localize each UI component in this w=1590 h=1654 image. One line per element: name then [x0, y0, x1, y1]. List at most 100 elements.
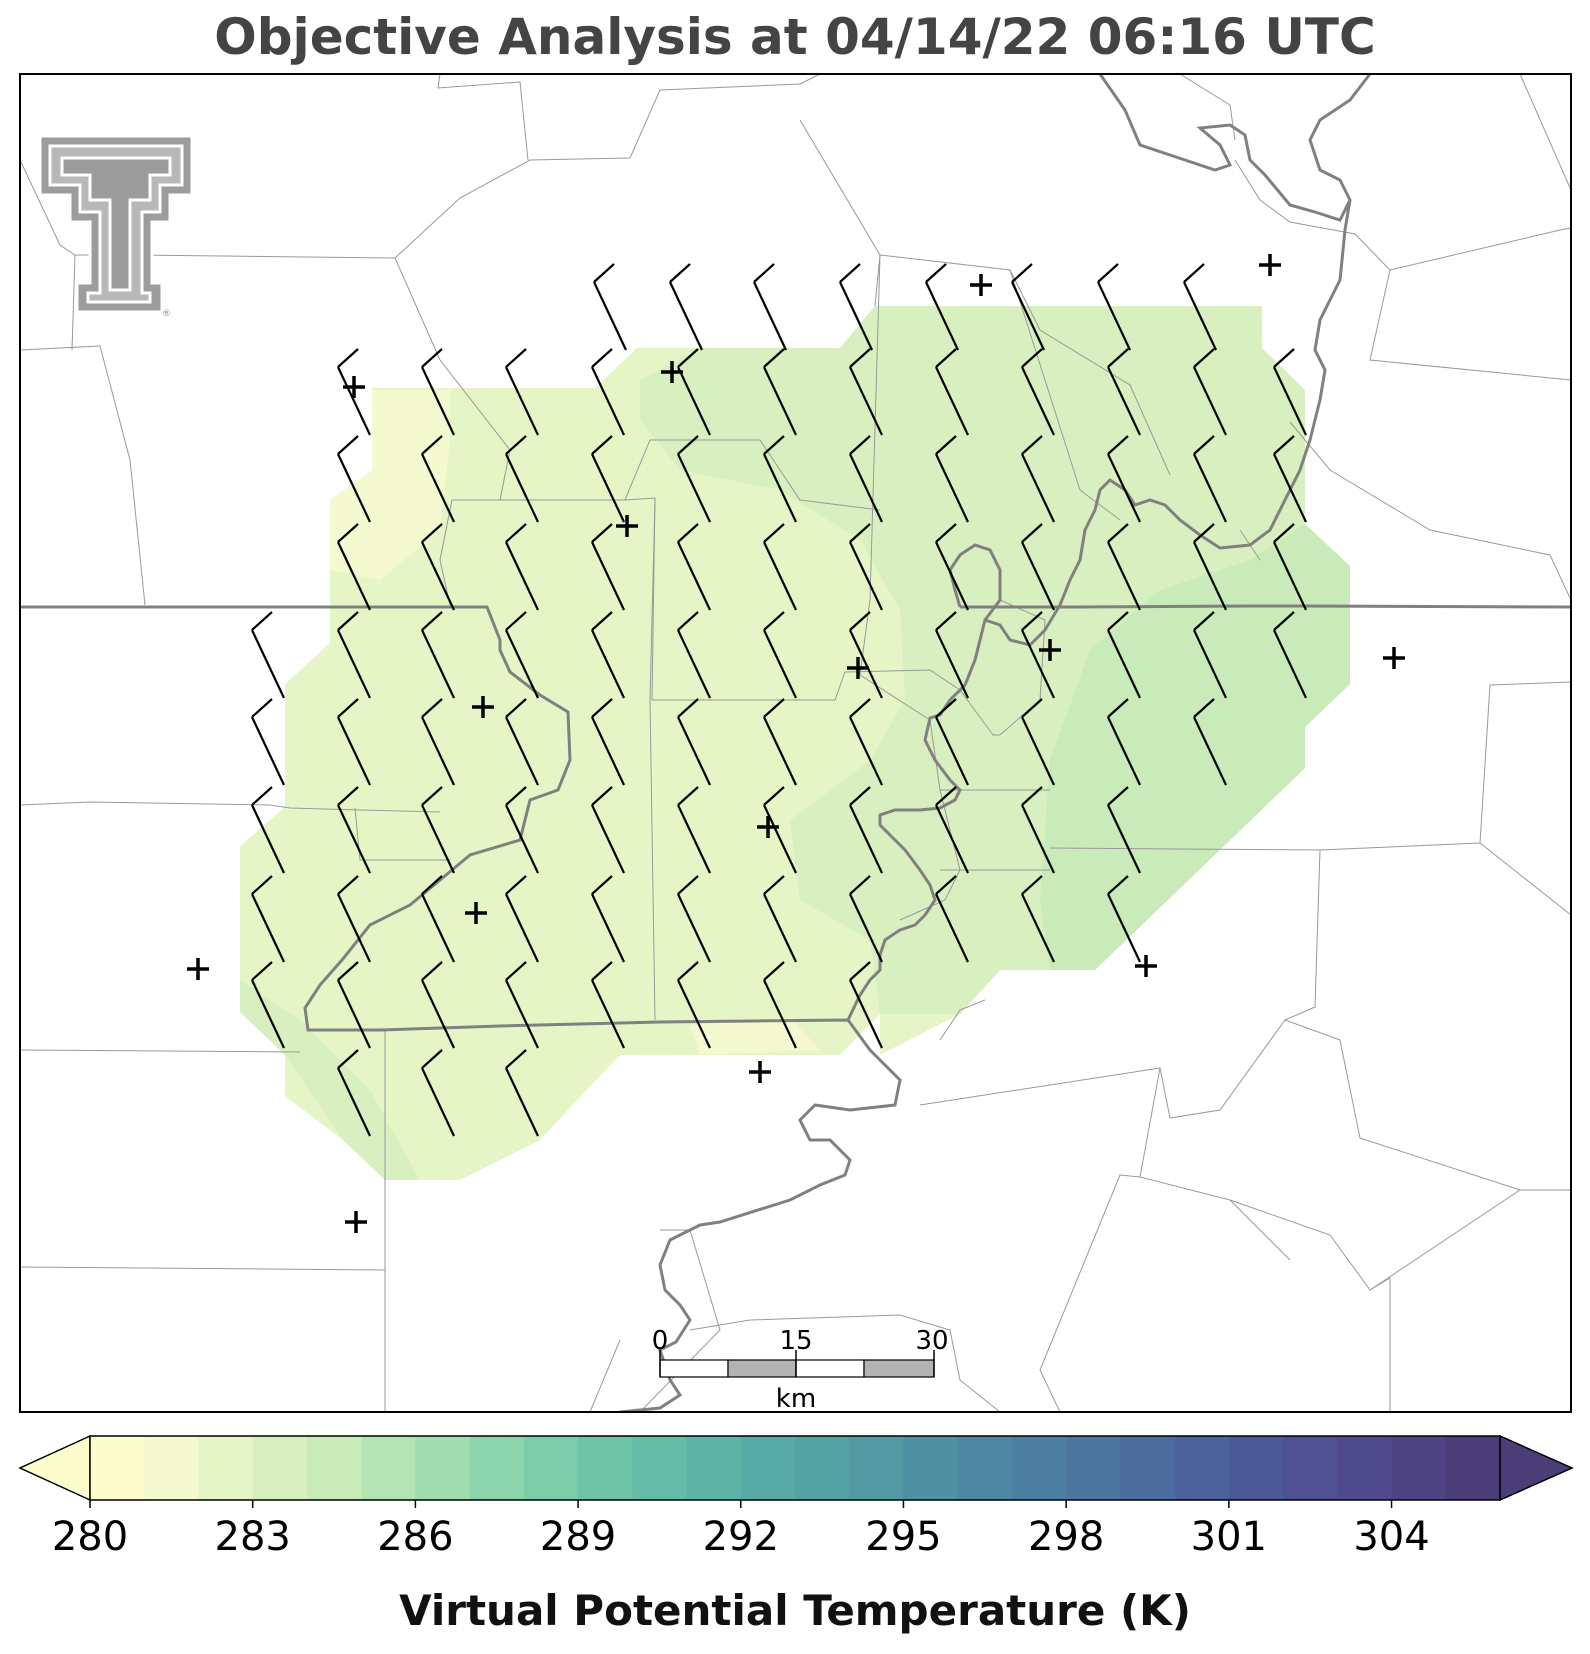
colorbar-swatch: [632, 1436, 688, 1500]
wind-barb-flag: [763, 786, 785, 806]
wind-barb-staff: [251, 893, 285, 963]
wind-barb-staff: [1193, 366, 1227, 436]
wind-barb-staff: [591, 366, 625, 436]
scale-segment-2: [727, 1359, 797, 1378]
wind-barb-staff: [591, 716, 625, 786]
wind-barb-flag: [849, 786, 871, 806]
station-marker: [1135, 955, 1157, 977]
scale-tick-label: 30: [915, 1326, 948, 1356]
wind-barb-flag: [849, 875, 871, 895]
colorbar-extend-high: [1499, 1434, 1574, 1502]
wind-barb-staff: [505, 366, 539, 436]
wind-barb-flag: [593, 263, 615, 283]
wind-barb-flag: [677, 961, 699, 981]
wind-barb-flag: [677, 875, 699, 895]
wind-barb-flag: [337, 435, 359, 455]
colorbar-tick-label: 286: [377, 1514, 453, 1560]
wind-barb-staff: [677, 366, 711, 436]
wind-barb-staff: [669, 281, 703, 351]
wind-barb-flag: [763, 961, 785, 981]
wind-barb-flag: [251, 698, 273, 718]
wind-barb-staff: [935, 893, 969, 963]
wind-barb-staff: [1107, 453, 1141, 523]
wind-barb-flag: [591, 348, 613, 368]
colorbar-tick-label: 301: [1191, 1514, 1267, 1560]
registered-mark-icon: ®: [162, 309, 171, 319]
wind-barb-staff: [1273, 453, 1307, 523]
wind-barb-flag: [505, 698, 527, 718]
wind-barb-flag: [337, 961, 359, 981]
wind-barb-flag: [1097, 263, 1119, 283]
wind-barb-staff: [1107, 804, 1141, 874]
scale-segment-1: [659, 1359, 729, 1378]
colorbar-tick-label: 292: [703, 1514, 779, 1560]
wind-barb-flag: [421, 1049, 443, 1069]
wind-barb-staff: [251, 629, 285, 699]
colorbar-swatch: [90, 1436, 145, 1500]
wind-barb-staff: [935, 804, 969, 874]
wind-barb-flag: [505, 523, 527, 543]
wind-barb-flag: [763, 523, 785, 543]
wind-barb-staff: [251, 716, 285, 786]
wind-barb-flag: [591, 611, 613, 631]
wind-barb-flag: [505, 348, 527, 368]
wind-barb-staff: [505, 1067, 539, 1137]
colorbar-swatch: [415, 1436, 471, 1500]
wind-barb-staff: [763, 893, 797, 963]
wind-barb-staff: [677, 893, 711, 963]
wind-barb-staff: [935, 541, 969, 611]
wind-barb-staff: [849, 716, 883, 786]
wind-barb-flag: [849, 435, 871, 455]
wind-barb-staff: [763, 804, 797, 874]
colorbar-swatch: [957, 1436, 1013, 1500]
colorbar-swatch: [740, 1436, 796, 1500]
wind-barb-staff: [337, 629, 371, 699]
wind-barb-staff: [839, 281, 873, 351]
chart-title: Objective Analysis at 04/14/22 06:16 UTC: [214, 8, 1376, 66]
wind-barb-staff: [591, 453, 625, 523]
wind-barb-staff: [849, 541, 883, 611]
colorbar-swatch: [361, 1436, 416, 1500]
wind-barb-flag: [1273, 523, 1295, 543]
wind-barb-staff: [421, 716, 455, 786]
wind-barb-staff: [421, 979, 455, 1049]
wind-barb-flag: [677, 348, 699, 368]
colorbar-swatch: [523, 1436, 579, 1500]
wind-barb-flag: [421, 435, 443, 455]
wind-barb-staff: [421, 1067, 455, 1137]
colorbar-swatch: [795, 1436, 850, 1500]
wind-barb-flag: [591, 786, 613, 806]
wind-barb-staff: [677, 629, 711, 699]
colorbar-tick-label: 295: [865, 1514, 941, 1560]
analysis-fill: [240, 306, 1350, 1180]
station-marker: [1259, 254, 1281, 276]
wind-barb-flag: [763, 611, 785, 631]
wind-barb-flag: [677, 611, 699, 631]
wind-barb-staff: [1273, 366, 1307, 436]
wind-barb-staff: [1107, 629, 1141, 699]
colorbar-swatch: [1066, 1436, 1121, 1500]
wind-barb-flag: [591, 435, 613, 455]
wind-barb-flag: [839, 263, 861, 283]
wind-barb-flag: [251, 611, 273, 631]
wind-barb-staff: [337, 1067, 371, 1137]
wind-barb-staff: [591, 541, 625, 611]
wind-barb-staff: [421, 366, 455, 436]
colorbar-swatch: [252, 1436, 308, 1500]
wind-barb-flag: [505, 786, 527, 806]
wind-barb-staff: [1021, 541, 1055, 611]
wind-barb-flag: [1021, 435, 1043, 455]
colorbar-swatch: [1445, 1436, 1501, 1500]
station-marker: [616, 515, 638, 537]
wind-barb-staff: [421, 629, 455, 699]
wind-barb-flag: [1021, 523, 1043, 543]
colorbar-swatch: [1283, 1436, 1338, 1500]
wind-barb-staff: [591, 629, 625, 699]
wind-barb-staff: [763, 366, 797, 436]
wind-barb-staff: [505, 541, 539, 611]
wind-barb-flag: [421, 961, 443, 981]
wind-barb-staff: [251, 804, 285, 874]
wind-barb-staff: [1193, 716, 1227, 786]
station-markers: [187, 254, 1405, 1233]
wind-barb-staff: [505, 716, 539, 786]
